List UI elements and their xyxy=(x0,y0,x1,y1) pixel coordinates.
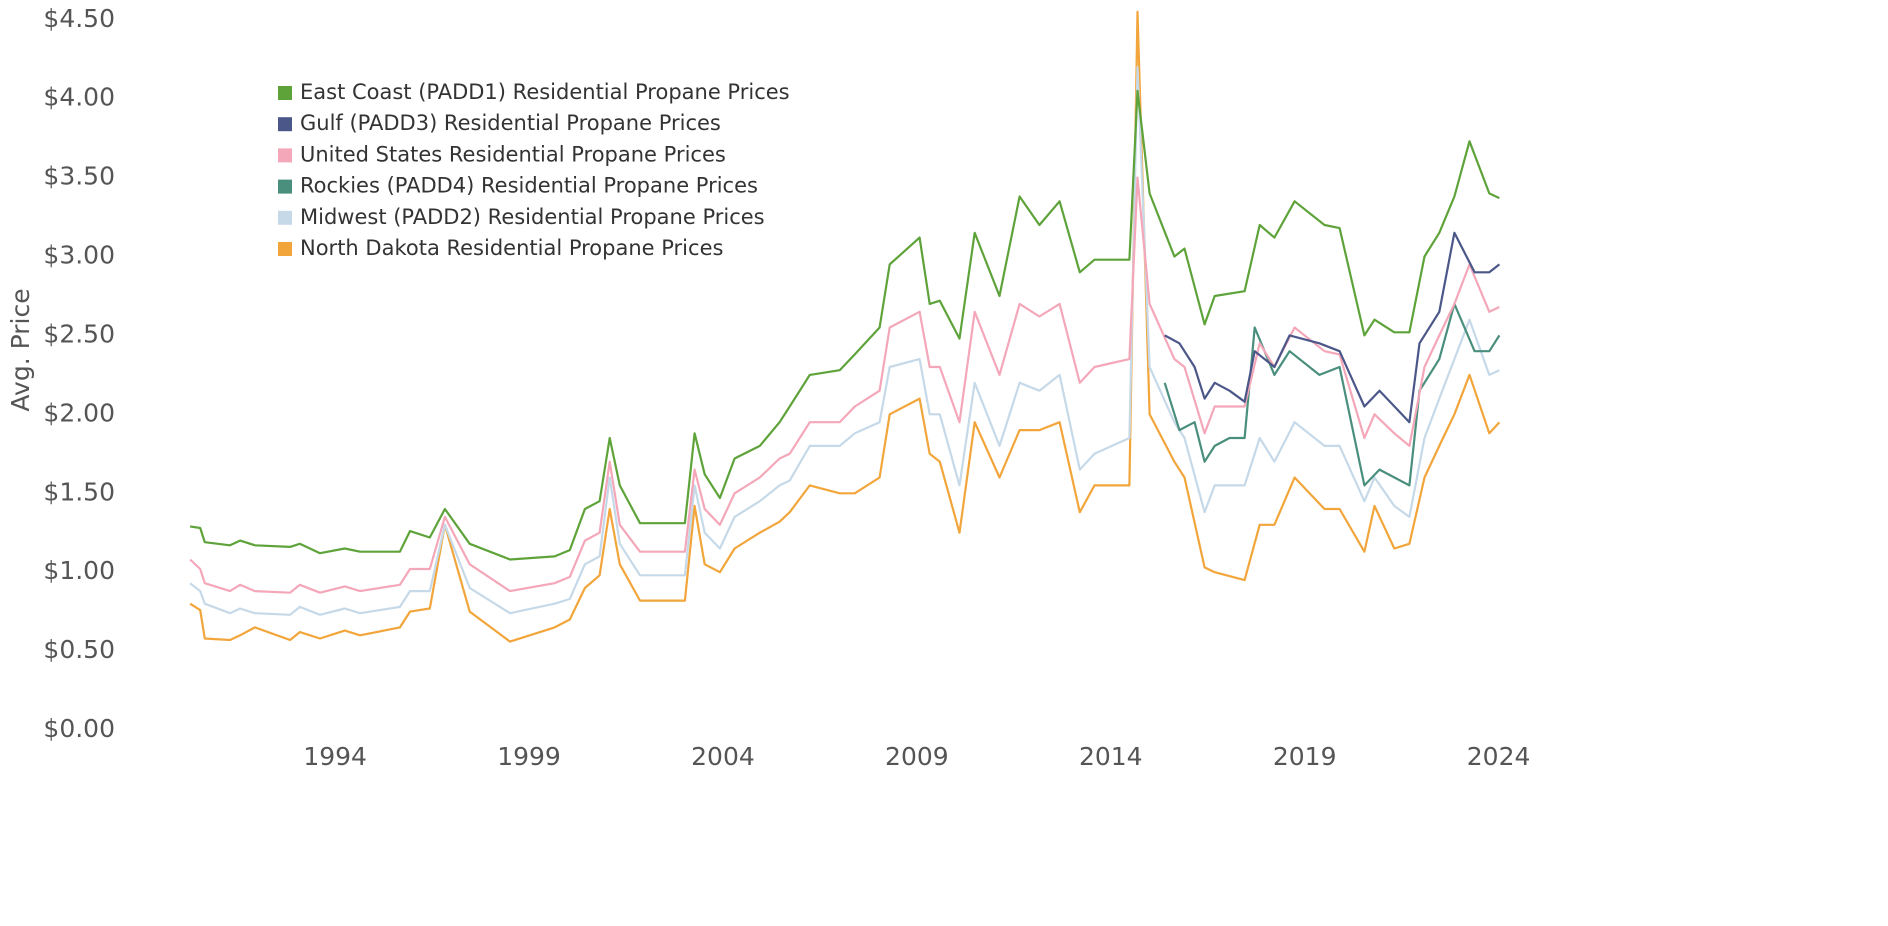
legend-swatch xyxy=(278,117,292,132)
x-tick-label: 1994 xyxy=(303,742,367,771)
y-tick-label: $3.50 xyxy=(43,162,115,191)
legend-swatch xyxy=(278,242,292,256)
series-line xyxy=(1163,302,1501,487)
series-line xyxy=(189,66,1500,616)
y-tick-label: $4.50 xyxy=(43,4,115,33)
x-tick-label: 2019 xyxy=(1273,742,1337,771)
y-tick-label: $4.00 xyxy=(43,83,115,112)
y-axis-title: Avg. Price xyxy=(6,288,35,411)
y-tick-label: $1.50 xyxy=(43,477,115,506)
legend-label: North Dakota Residential Propane Prices xyxy=(300,236,723,260)
x-tick-label: 2014 xyxy=(1079,742,1143,771)
legend-label: East Coast (PADD1) Residential Propane P… xyxy=(300,80,790,104)
legend-label: Rockies (PADD4) Residential Propane Pric… xyxy=(300,174,758,198)
series-line xyxy=(189,89,1500,561)
legend-label: United States Residential Propane Prices xyxy=(300,142,726,166)
y-tick-label: $3.00 xyxy=(43,241,115,270)
legend-swatch xyxy=(278,86,292,100)
series-line xyxy=(189,176,1500,594)
legend-swatch xyxy=(278,179,292,194)
y-tick-label: $2.50 xyxy=(43,319,115,348)
y-tick-label: $2.00 xyxy=(43,398,115,427)
legend-swatch xyxy=(278,148,292,163)
legend-swatch xyxy=(278,210,292,225)
series-line xyxy=(189,10,1501,643)
series-line xyxy=(1164,231,1501,424)
legend-label: Midwest (PADD2) Residential Propane Pric… xyxy=(300,205,765,229)
y-tick-label: $0.50 xyxy=(43,635,115,664)
y-tick-label: $0.00 xyxy=(43,714,115,743)
x-tick-label: 2024 xyxy=(1467,742,1531,771)
x-tick-label: 2009 xyxy=(885,742,949,771)
legend-label: Gulf (PADD3) Residential Propane Prices xyxy=(300,111,721,135)
y-tick-label: $1.00 xyxy=(43,556,115,585)
x-tick-label: 1999 xyxy=(497,742,561,771)
x-tick-label: 2004 xyxy=(691,742,755,771)
